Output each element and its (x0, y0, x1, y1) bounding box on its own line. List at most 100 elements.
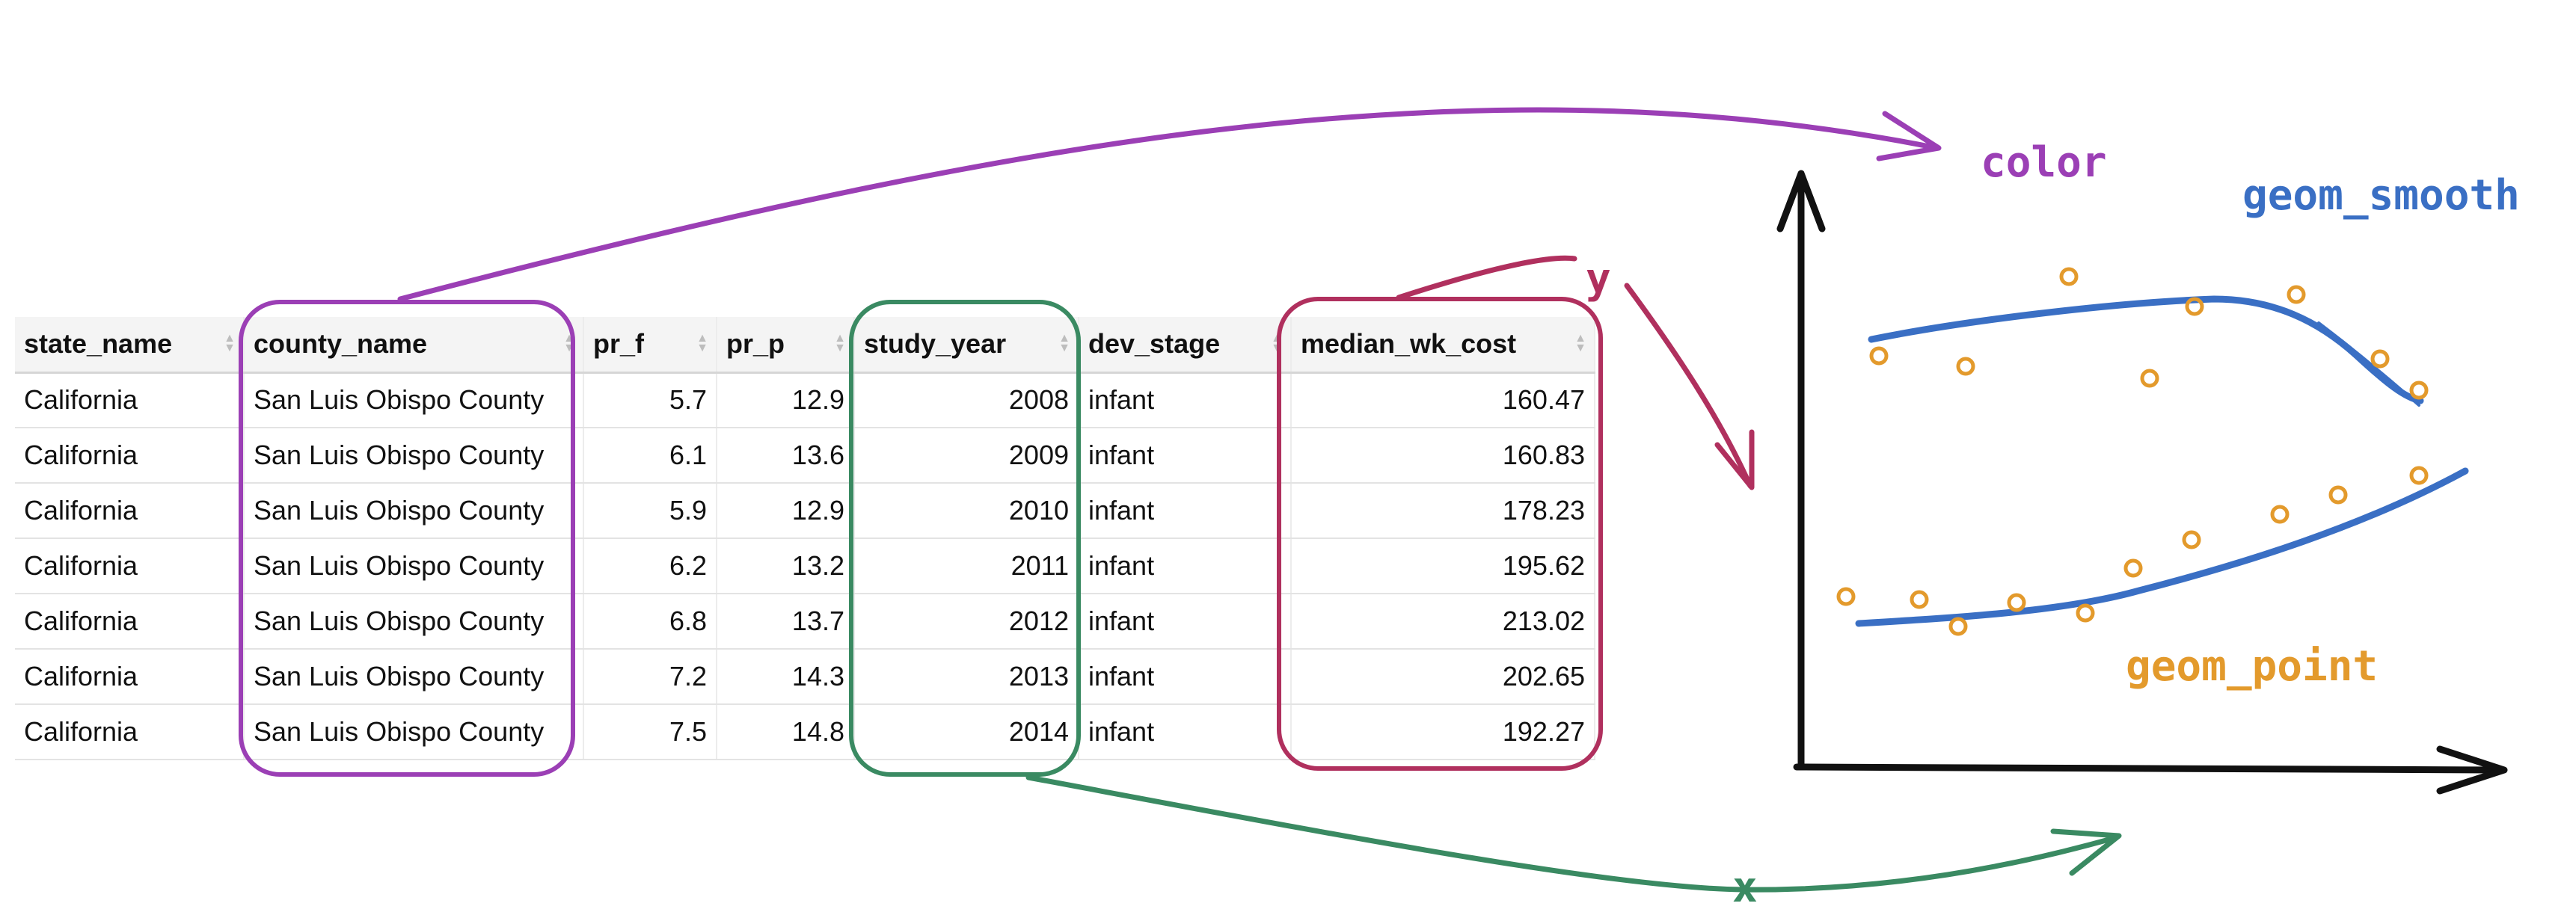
geom-point-marker (2409, 381, 2429, 400)
cell-state-name: California (15, 649, 245, 705)
cell-county-name: San Luis Obispo County (244, 649, 584, 705)
geom-point-label: geom_point (2126, 642, 2378, 691)
cell-pr-p: 12.9 (717, 483, 855, 539)
column-header-state-name[interactable]: state_name ▲ ▼ (15, 317, 245, 374)
column-header-pr-p[interactable]: pr_p ▲ ▼ (717, 317, 855, 374)
geom-point-marker (2185, 297, 2204, 316)
cell-study-year: 2010 (854, 483, 1079, 539)
cell-median-wk-cost: 192.27 (1291, 704, 1595, 760)
cell-pr-f: 5.9 (583, 483, 717, 539)
x-axis-arrowhead (2436, 745, 2508, 795)
cell-county-name: San Luis Obispo County (244, 372, 584, 428)
geom-point-marker (2007, 593, 2026, 612)
cell-median-wk-cost: 202.65 (1291, 649, 1595, 705)
geom-point-marker (2123, 558, 2143, 578)
sort-arrows-icon[interactable]: ▲ ▼ (1058, 332, 1070, 354)
cell-state-name: California (15, 483, 245, 539)
geom-point-marker (1910, 590, 1929, 609)
column-header-dev-stage[interactable]: dev_stage ▲ ▼ (1079, 317, 1292, 374)
column-header-label: state_name (24, 328, 173, 360)
column-header-label: study_year (864, 328, 1007, 360)
table-header-row: state_name ▲ ▼ county_name ▲ ▼ pr_f ▲ ▼ pr_p ▲ ▼ stu… (15, 317, 1595, 374)
geom-point-marker (2076, 603, 2095, 623)
cell-pr-f: 7.5 (583, 704, 717, 760)
column-header-median-wk-cost[interactable]: median_wk_cost ▲ ▼ (1291, 317, 1595, 374)
color-label: color (1981, 138, 2107, 187)
cell-state-name: California (15, 704, 245, 760)
geom-point-marker (1869, 346, 1889, 366)
geom-point-marker (2328, 485, 2348, 505)
cell-dev-stage: infant (1079, 594, 1292, 650)
cell-study-year: 2011 (854, 538, 1079, 594)
column-header-label: dev_stage (1088, 328, 1221, 360)
cell-study-year: 2008 (854, 372, 1079, 428)
sort-arrows-icon[interactable]: ▲ ▼ (696, 332, 708, 354)
sort-arrows-icon[interactable]: ▲ ▼ (224, 332, 236, 354)
table-row: California San Luis Obispo County 6.2 13.2 2… (15, 538, 1595, 594)
sort-arrows-icon[interactable]: ▲ ▼ (1574, 332, 1586, 354)
cell-pr-f: 6.2 (583, 538, 717, 594)
year-to-x-arrow (1025, 774, 2120, 893)
county-to-color-arrowhead (1876, 111, 1942, 161)
cell-study-year: 2014 (854, 704, 1079, 760)
county-column-highlight (239, 300, 575, 777)
cost-column-highlight (1277, 297, 1603, 771)
geom-smooth-label: geom_smooth (2242, 171, 2520, 220)
cell-median-wk-cost: 178.23 (1291, 483, 1595, 539)
smooth-curve-upper (1868, 295, 2424, 404)
cell-state-name: California (15, 372, 245, 428)
column-header-pr-f[interactable]: pr_f ▲ ▼ (583, 317, 717, 374)
cell-median-wk-cost: 213.02 (1291, 594, 1595, 650)
column-header-label: pr_f (593, 328, 645, 360)
cell-study-year: 2013 (854, 649, 1079, 705)
geom-point-marker (1836, 587, 1856, 606)
column-header-county-name[interactable]: county_name ▲ ▼ (244, 317, 584, 374)
cell-median-wk-cost: 195.62 (1291, 538, 1595, 594)
cell-pr-p: 14.3 (717, 649, 855, 705)
cell-pr-f: 6.1 (583, 428, 717, 484)
cell-county-name: San Luis Obispo County (244, 428, 584, 484)
column-header-label: median_wk_cost (1301, 328, 1517, 360)
cell-median-wk-cost: 160.83 (1291, 428, 1595, 484)
column-header-label: pr_p (726, 328, 785, 360)
geom-point-marker (2287, 285, 2306, 304)
cell-county-name: San Luis Obispo County (244, 483, 584, 539)
smooth-curve-upper-shadow (2317, 321, 2420, 407)
cell-county-name: San Luis Obispo County (244, 538, 584, 594)
cell-pr-p: 13.7 (717, 594, 855, 650)
cell-pr-f: 6.8 (583, 594, 717, 650)
cell-state-name: California (15, 594, 245, 650)
cost-to-y-arrow-b (1624, 283, 1753, 489)
x-label: x (1732, 863, 1758, 912)
cell-county-name: San Luis Obispo County (244, 704, 584, 760)
cell-pr-f: 5.7 (583, 372, 717, 428)
geom-point-marker (2140, 369, 2159, 388)
column-header-label: county_name (254, 328, 428, 360)
cell-dev-stage: infant (1079, 704, 1292, 760)
x-axis-line (1793, 763, 2506, 774)
table-row: California San Luis Obispo County 7.2 14.3 2… (15, 649, 1595, 705)
cell-state-name: California (15, 538, 245, 594)
cell-pr-p: 13.6 (717, 428, 855, 484)
cell-dev-stage: infant (1079, 428, 1292, 484)
y-label: y (1586, 255, 1611, 304)
column-header-study-year[interactable]: study_year ▲ ▼ (854, 317, 1079, 374)
table-row: California San Luis Obispo County 5.7 12.9 2… (15, 372, 1595, 428)
geom-point-layer (1836, 267, 2429, 636)
geom-point-marker (2270, 505, 2290, 524)
geom-point-marker (2182, 530, 2201, 549)
study-year-column-highlight (849, 300, 1081, 777)
cell-pr-f: 7.2 (583, 649, 717, 705)
cell-dev-stage: infant (1079, 649, 1292, 705)
table-row: California San Luis Obispo County 6.8 13.7 2… (15, 594, 1595, 650)
geom-point-marker (1956, 357, 1975, 376)
cell-dev-stage: infant (1079, 372, 1292, 428)
cell-dev-stage: infant (1079, 538, 1292, 594)
cell-pr-p: 12.9 (717, 372, 855, 428)
y-axis-arrowhead (1776, 170, 1826, 232)
cost-to-y-arrow-a (1396, 255, 1577, 301)
sort-arrows-icon[interactable]: ▲ ▼ (834, 332, 846, 354)
geom-point-marker (2409, 466, 2429, 485)
cell-dev-stage: infant (1079, 483, 1292, 539)
